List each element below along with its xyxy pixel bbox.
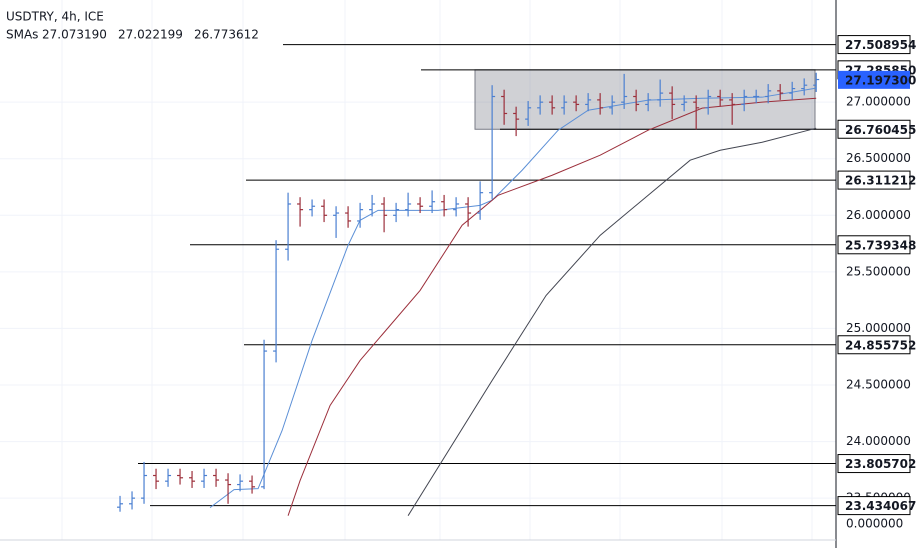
- legend-value: 26.773612: [194, 28, 259, 42]
- level-label: 23.805702: [845, 457, 916, 471]
- ohlc-bar: [573, 95, 580, 112]
- axis-note: 0.000000: [846, 517, 903, 531]
- ohlc-bar: [285, 192, 292, 261]
- ohlc-bar: [813, 72, 820, 92]
- last-price-box: [838, 70, 910, 89]
- ohlc-bar: [705, 89, 712, 115]
- ohlc-bar: [441, 194, 448, 217]
- ohlc-bar: [453, 197, 460, 217]
- ohlc-bar: [153, 468, 160, 490]
- range-box: [474, 69, 816, 130]
- ohlc-bar: [357, 202, 364, 228]
- sma-line: [407, 127, 817, 516]
- sma-line: [209, 87, 817, 509]
- ohlc-bar: [261, 339, 268, 490]
- ohlc-bar: [489, 85, 496, 200]
- ohlc-bar: [597, 93, 604, 115]
- legend-value: 27.022199: [118, 28, 183, 42]
- level-label-box: [837, 119, 911, 139]
- y-tick-label: 27.000000: [846, 95, 911, 109]
- ohlc-bar: [801, 78, 808, 96]
- ohlc-bar: [765, 84, 772, 104]
- ohlc-bar: [213, 468, 220, 487]
- ohlc-bar: [237, 474, 244, 492]
- chart-title: USDTRY, 4h, ICE: [6, 10, 104, 24]
- ohlc-bar: [513, 106, 520, 137]
- ohlc-bar: [657, 79, 664, 107]
- y-tick-label: 25.000000: [846, 321, 911, 335]
- ohlc-bar: [177, 468, 184, 485]
- level-label: 25.739348: [845, 238, 916, 252]
- ohlc-bar: [777, 84, 784, 100]
- ohlc-bar: [549, 95, 556, 115]
- ohlc-bar: [141, 461, 148, 504]
- ohlc-bar: [693, 95, 700, 130]
- level-label-box: [837, 335, 911, 355]
- ohlc-bar: [633, 89, 640, 112]
- ohlc-bar: [345, 206, 352, 228]
- y-tick-label: 26.500000: [846, 151, 911, 165]
- level-label: 23.434067: [845, 499, 916, 513]
- ohlc-bar: [129, 491, 136, 510]
- ohlc-bar: [609, 95, 616, 115]
- level-label: 26.760455: [845, 123, 916, 137]
- ohlc-bar: [201, 468, 208, 488]
- ohlc-bar: [321, 199, 328, 223]
- ohlc-bar: [417, 197, 424, 214]
- ohlc-bar: [741, 89, 748, 112]
- ohlc-bar: [249, 475, 256, 494]
- ohlc-bar: [225, 473, 232, 504]
- ohlc-bar: [297, 197, 304, 227]
- ohlc-bar: [309, 199, 316, 217]
- level-label-box: [837, 170, 911, 190]
- ohlc-bar: [729, 93, 736, 125]
- level-label: 26.311212: [845, 174, 916, 188]
- level-label-box: [837, 454, 911, 474]
- ohlc-bar: [117, 495, 124, 512]
- ohlc-bar: [681, 95, 688, 112]
- legend-value: 27.073190: [42, 28, 107, 42]
- ohlc-bar: [621, 73, 628, 109]
- ohlc-bar: [645, 93, 652, 112]
- ohlc-bar: [333, 206, 340, 238]
- ohlc-bar: [585, 93, 592, 112]
- ohlc-bar: [405, 192, 412, 217]
- level-label: 24.855752: [845, 338, 916, 352]
- ohlc-bar: [393, 202, 400, 223]
- ohlc-bar: [537, 95, 544, 115]
- ohlc-bar: [369, 194, 376, 217]
- ohlc-bar: [789, 81, 796, 100]
- ohlc-bar: [429, 190, 436, 214]
- ohlc-bar: [753, 89, 760, 104]
- ohlc-bar: [477, 181, 484, 220]
- ohlc-bar: [189, 470, 196, 488]
- legend-label: SMAs: [6, 28, 38, 42]
- ohlc-bar: [465, 197, 472, 227]
- ohlc-bar: [273, 240, 280, 363]
- ohlc-bar: [381, 197, 388, 233]
- sma-line: [287, 97, 817, 516]
- y-tick-label: 24.500000: [846, 378, 911, 392]
- ohlc-bar: [669, 86, 676, 120]
- y-tick-label: 24.000000: [846, 434, 911, 448]
- ohlc-bar: [525, 101, 532, 126]
- level-label-box: [837, 496, 911, 516]
- level-label-box: [837, 35, 911, 55]
- ohlc-bar: [561, 95, 568, 115]
- y-tick-label: 25.500000: [846, 264, 911, 278]
- level-label: 27.508954: [845, 38, 916, 52]
- y-tick-label: 26.000000: [846, 208, 911, 222]
- level-label-box: [837, 235, 911, 255]
- last-price-label: 27.197300: [845, 73, 916, 87]
- ohlc-bar: [717, 89, 724, 107]
- ohlc-bar: [501, 89, 508, 125]
- ohlc-bar: [165, 468, 172, 487]
